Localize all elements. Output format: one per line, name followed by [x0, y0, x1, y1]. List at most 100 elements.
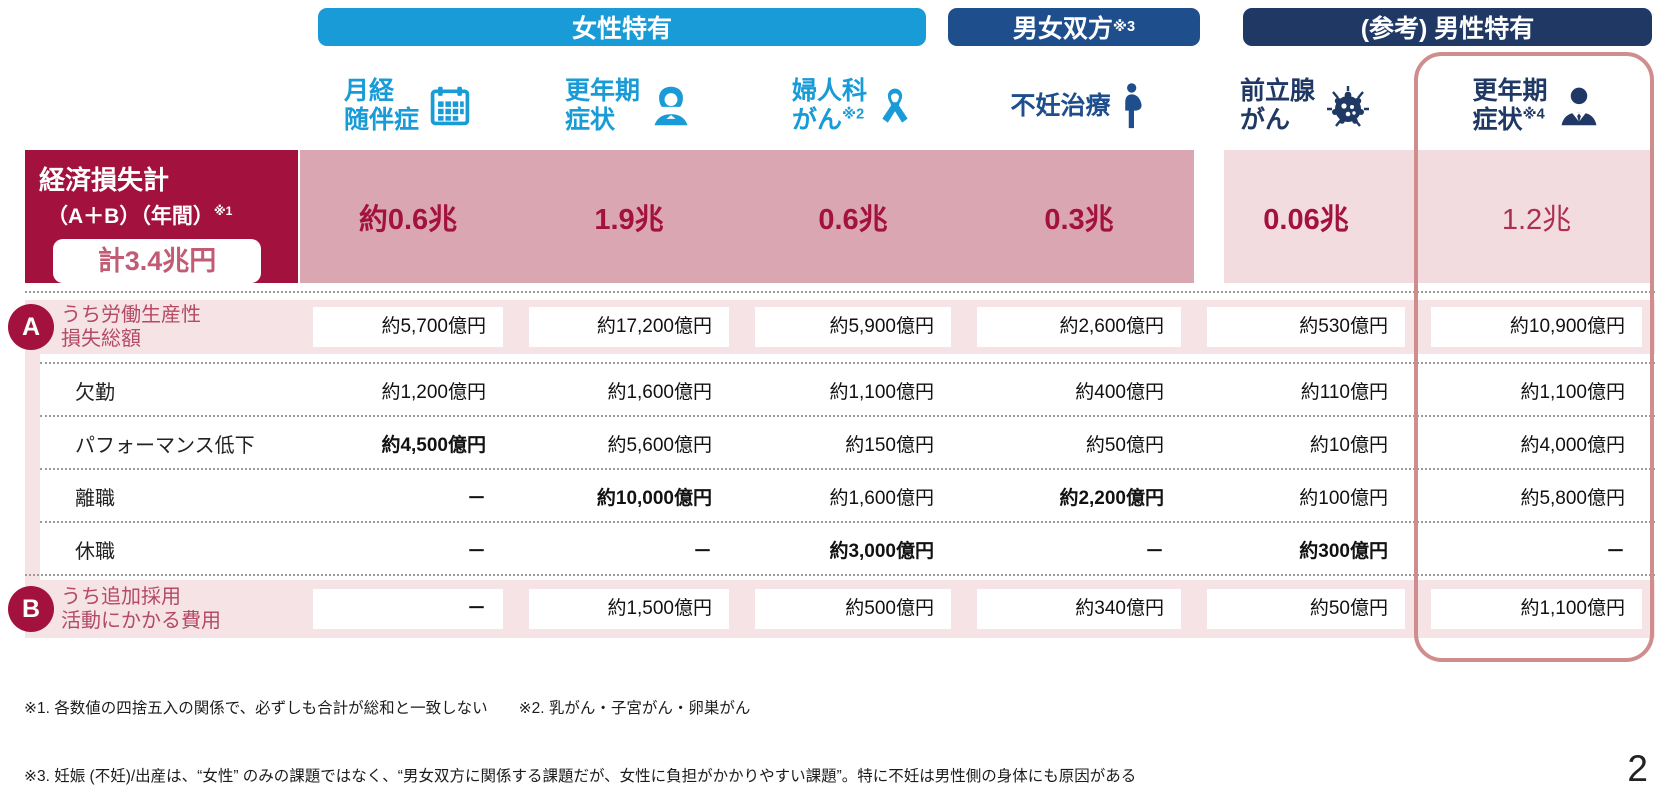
cancer-cell-icon	[1327, 86, 1369, 127]
total-value: 0.06兆	[1263, 203, 1349, 236]
sub-row-value: 約10億円	[1309, 434, 1388, 456]
banner-male-reference: (参考) 男性特有	[1243, 8, 1652, 46]
sub-row-value: 約100億円	[1299, 487, 1388, 509]
divider	[40, 362, 1655, 364]
total-amount-badge: 計3.4兆円	[53, 239, 261, 283]
row-b-value: 約50億円	[1207, 589, 1405, 629]
total-value: 1.2兆	[1501, 203, 1572, 236]
row-a-value: 約530億円	[1207, 307, 1405, 347]
row-a-value: 約10,900億円	[1431, 307, 1642, 347]
footnote-3: ※3. 妊娠 (不妊)/出産は、“女性” のみの課題ではなく、“男女双方に関係す…	[24, 767, 1137, 785]
sub-row-value: 約110億円	[1300, 381, 1388, 403]
sub-row-value: 約400億円	[1075, 381, 1164, 403]
sub-row-value: 約4,500億円	[381, 434, 486, 456]
banner-female-label: 女性特有	[571, 15, 672, 43]
sub-row-value: 約5,800億円	[1520, 487, 1625, 509]
row-b-value: 約500億円	[755, 589, 951, 629]
sub-row-value: －	[466, 487, 486, 509]
row-b-value: 約1,100億円	[1431, 589, 1642, 629]
footnote-ref-2: ※2	[842, 106, 865, 123]
sub-row-absence: 欠勤 約1,200億円 約1,600億円 約1,100億円 約400億円 約11…	[25, 366, 1655, 414]
sub-row-value: 約10,000億円	[596, 487, 712, 509]
total-row-band-male	[1224, 150, 1654, 283]
sub-row-performance: パフォーマンス低下 約4,500億円 約5,600億円 約150億円 約50億円…	[25, 419, 1655, 467]
banner-both-label: 男女双方	[1012, 15, 1113, 43]
calendar-icon	[430, 86, 470, 126]
column-label: 随伴症	[343, 106, 419, 134]
sub-row-value: 約1,100億円	[829, 381, 934, 403]
sub-row-value: 約2,200億円	[1059, 487, 1164, 509]
total-value: 1.9兆	[594, 203, 664, 236]
divider	[40, 468, 1655, 470]
sub-row-value: 約150億円	[845, 434, 934, 456]
column-header-gynecologic-cancer: 婦人科 がん※2	[742, 77, 964, 135]
sub-row-leave: 休職 － － 約3,000億円 － 約300億円 －	[25, 525, 1655, 573]
total-value: 0.6兆	[818, 203, 888, 236]
row-b-value: 約340億円	[977, 589, 1181, 629]
sub-row-value: 約1,600億円	[607, 381, 712, 403]
sub-row-label: 休職	[75, 540, 115, 563]
page-number: 2	[1627, 748, 1648, 789]
sub-row-value: －	[466, 540, 486, 562]
column-label: 不妊治療	[1010, 91, 1111, 120]
footnote-ref-4: ※4	[1522, 106, 1545, 123]
divider	[40, 521, 1655, 523]
column-header-menopause-male: 更年期 症状※4	[1418, 77, 1655, 135]
sub-row-turnover: 離職 － 約10,000億円 約1,600億円 約2,200億円 約100億円 …	[25, 472, 1655, 520]
row-b-value: 約1,500億円	[529, 589, 729, 629]
sub-row-value: 約5,600億円	[607, 434, 712, 456]
banner-male-label: (参考) 男性特有	[1360, 15, 1535, 43]
footnote-1-2: ※1. 各数値の四捨五入の関係で、必ずしも合計が総和と一致しない ※2. 乳がん…	[24, 699, 751, 717]
sub-row-value: －	[1144, 540, 1164, 562]
column-header-menstrual: 月経 随伴症	[300, 77, 516, 135]
footnote-ref-1: ※1	[213, 204, 233, 218]
sub-row-label: 欠勤	[75, 381, 115, 404]
column-header-infertility: 不妊治療	[964, 81, 1194, 131]
total-row-band-female	[300, 150, 1194, 283]
sub-row-label: 離職	[75, 487, 115, 510]
row-a-value: 約2,600億円	[977, 307, 1181, 347]
sub-row-value: －	[1605, 540, 1625, 562]
sub-row-value: 約1,200億円	[381, 381, 486, 403]
sub-row-value: 約4,000億円	[1520, 434, 1625, 456]
column-label: がん	[1239, 106, 1290, 134]
column-label: 症状	[1472, 106, 1523, 134]
banner-female-specific: 女性特有	[318, 8, 926, 46]
banner-both-genders: 男女双方 ※3	[948, 8, 1200, 46]
row-b-value: －	[313, 589, 503, 629]
row-a-label: うち労働生産性 損失総額	[61, 303, 201, 350]
sub-row-value: －	[692, 540, 712, 562]
row-a-value: 約5,900億円	[755, 307, 951, 347]
total-row-subtitle: （A＋B）（年間）※1	[47, 204, 233, 228]
column-label: がん	[791, 106, 842, 134]
sub-row-value: 約1,600億円	[829, 487, 934, 509]
total-value: 0.3兆	[1044, 203, 1114, 236]
ribbon-icon	[882, 88, 908, 123]
column-header-menopause-female: 更年期 症状	[516, 77, 742, 135]
row-a-badge: A	[8, 304, 54, 350]
total-row-title: 経済損失計	[39, 165, 170, 195]
sub-row-value: 約1,100億円	[1520, 381, 1625, 403]
column-label: 症状	[564, 106, 615, 134]
woman-icon	[654, 86, 688, 126]
column-label: 月経	[343, 77, 394, 106]
divider	[40, 415, 1655, 417]
sub-row-value: 約3,000億円	[829, 540, 934, 562]
row-a-value: 約17,200億円	[529, 307, 729, 347]
sub-row-label: パフォーマンス低下	[75, 434, 255, 457]
sub-row-value: 約300億円	[1299, 540, 1388, 562]
column-label: 更年期	[564, 77, 640, 106]
column-header-prostate-cancer: 前立腺 がん	[1194, 77, 1418, 135]
total-value: 約0.6兆	[358, 203, 458, 236]
row-b: うち追加採用 活動にかかる費用 － 約1,500億円 約500億円 約340億円…	[25, 580, 1655, 638]
row-b-label: うち追加採用 活動にかかる費用	[61, 585, 221, 632]
row-b-badge: B	[8, 586, 54, 632]
divider	[25, 574, 1655, 576]
pregnant-woman-icon	[1124, 83, 1142, 129]
footnotes: ※1. 各数値の四捨五入の関係で、必ずしも合計が総和と一致しない ※2. 乳がん…	[24, 652, 1604, 810]
column-label: 更年期	[1472, 77, 1548, 106]
total-row-label: 経済損失計 （A＋B）（年間）※1 計3.4兆円	[25, 150, 298, 283]
column-header-row: 月経 随伴症 更年期 症状	[25, 64, 1655, 148]
row-a: うち労働生産性 損失総額 約5,700億円 約17,200億円 約5,900億円…	[25, 300, 1655, 354]
